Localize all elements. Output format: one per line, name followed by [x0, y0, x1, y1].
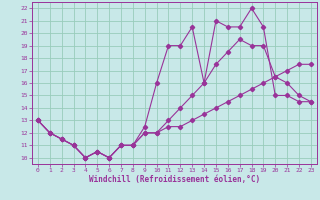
X-axis label: Windchill (Refroidissement éolien,°C): Windchill (Refroidissement éolien,°C)	[89, 175, 260, 184]
